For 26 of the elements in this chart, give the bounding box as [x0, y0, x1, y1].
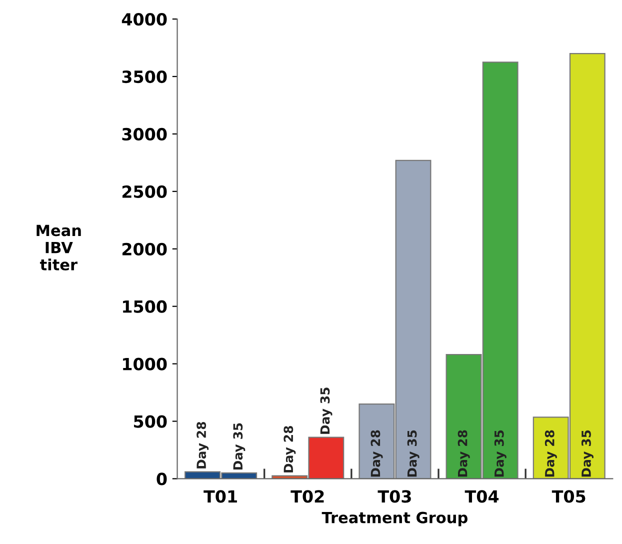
text: Day 35 [233, 423, 246, 470]
y-tick-label: 3000 [122, 128, 167, 141]
text: Day 35 [581, 430, 594, 477]
x-tick-label: T02 [290, 490, 324, 503]
y-tick-label: 1500 [123, 300, 167, 313]
text: Day 28 [196, 422, 209, 468]
x-tick-label: T01 [204, 490, 237, 503]
text: Day 28 [458, 430, 470, 477]
y-tick-label: 1000 [123, 358, 167, 370]
y-tick-label: 0 [156, 472, 167, 486]
y-axis-title: Mean IBV titer [36, 224, 81, 270]
x-tick-label: T05 [552, 490, 586, 503]
x-axis-title: Treatment Group [322, 512, 468, 526]
y-tick-label: 2000 [122, 242, 167, 256]
series-label: Day 28 [370, 430, 383, 477]
text: Day 35 [320, 388, 332, 434]
y-tick-label: 500 [134, 415, 167, 428]
text: Day 28 [544, 430, 557, 477]
y-tick-label: 3500 [122, 70, 167, 84]
text: Day 35 [494, 430, 506, 477]
y-tick-label: 2500 [122, 185, 167, 198]
x-tick-label: T04 [464, 490, 499, 503]
series-label: Day 35 [407, 430, 420, 477]
text: Day 28 [284, 426, 296, 472]
y-tick-label: 4000 [122, 13, 167, 26]
x-tick-label: T03 [378, 490, 411, 503]
